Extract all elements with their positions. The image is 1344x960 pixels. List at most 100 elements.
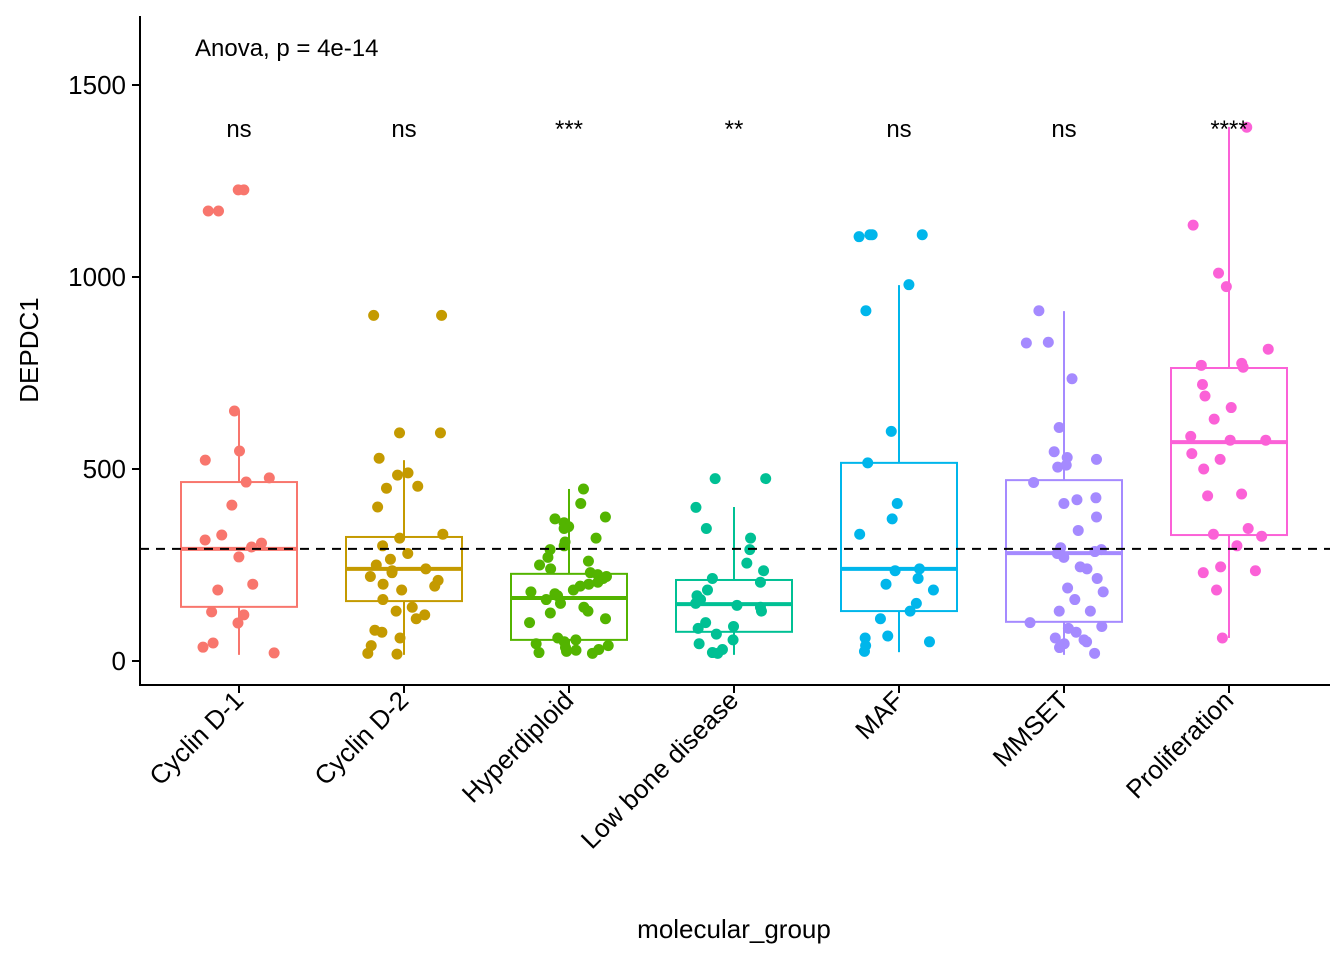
data-point bbox=[903, 279, 915, 291]
data-point bbox=[362, 647, 374, 659]
box bbox=[840, 461, 958, 613]
data-point bbox=[406, 601, 418, 613]
data-point bbox=[256, 537, 268, 549]
data-point bbox=[1053, 605, 1065, 617]
data-point bbox=[1060, 459, 1072, 471]
data-point bbox=[727, 634, 739, 646]
data-point bbox=[1185, 430, 1197, 442]
data-point bbox=[885, 425, 897, 437]
y-tick-label: 1000 bbox=[68, 262, 126, 292]
data-point bbox=[558, 523, 570, 535]
data-point bbox=[731, 599, 743, 611]
significance-label: ns bbox=[391, 116, 416, 143]
data-point bbox=[1062, 582, 1074, 594]
data-point bbox=[1249, 565, 1261, 577]
data-point bbox=[700, 617, 712, 629]
data-point bbox=[1028, 476, 1040, 488]
data-point bbox=[1211, 584, 1223, 596]
data-point bbox=[402, 467, 414, 479]
data-point bbox=[706, 572, 718, 584]
data-point bbox=[1054, 642, 1066, 654]
data-point bbox=[882, 630, 894, 642]
data-point bbox=[860, 305, 872, 317]
data-point bbox=[745, 532, 757, 544]
data-point bbox=[394, 427, 406, 439]
data-point bbox=[914, 563, 926, 575]
data-point bbox=[392, 469, 404, 481]
x-tick-label: Cyclin D-1 bbox=[143, 685, 249, 791]
data-point bbox=[692, 622, 704, 634]
data-point bbox=[240, 476, 252, 488]
significance-label: ns bbox=[1051, 116, 1076, 143]
data-point bbox=[880, 578, 892, 590]
data-point bbox=[1214, 453, 1226, 465]
data-point bbox=[1213, 267, 1225, 279]
data-point bbox=[1195, 359, 1207, 371]
data-point bbox=[1215, 561, 1227, 573]
box bbox=[1170, 367, 1288, 537]
data-point bbox=[1208, 413, 1220, 425]
data-point bbox=[760, 473, 772, 485]
data-point bbox=[577, 483, 589, 495]
data-point bbox=[199, 534, 211, 546]
data-point bbox=[1224, 434, 1236, 446]
data-point bbox=[206, 606, 218, 618]
data-point bbox=[263, 472, 275, 484]
data-point bbox=[1198, 463, 1210, 475]
data-point bbox=[268, 647, 280, 659]
data-point bbox=[212, 584, 224, 596]
data-point bbox=[575, 498, 587, 510]
y-tick-label: 1500 bbox=[68, 70, 126, 100]
data-point bbox=[207, 637, 219, 649]
data-point bbox=[904, 605, 916, 617]
data-point bbox=[582, 555, 594, 567]
data-point bbox=[412, 480, 424, 492]
data-point bbox=[216, 529, 228, 541]
data-point bbox=[386, 567, 398, 579]
data-point bbox=[582, 605, 594, 617]
data-point bbox=[755, 605, 767, 617]
data-point bbox=[583, 578, 595, 590]
data-point bbox=[377, 594, 389, 606]
data-point bbox=[912, 572, 924, 584]
data-point bbox=[600, 613, 612, 625]
data-point bbox=[436, 309, 448, 321]
x-axis-label: molecular_group bbox=[637, 914, 831, 944]
significance-label: *** bbox=[555, 116, 583, 143]
box bbox=[180, 481, 298, 608]
data-point bbox=[429, 580, 441, 592]
data-point bbox=[570, 644, 582, 656]
data-point bbox=[1237, 361, 1249, 373]
data-point bbox=[372, 501, 384, 513]
data-point bbox=[544, 607, 556, 619]
data-point bbox=[567, 584, 579, 596]
data-point bbox=[549, 513, 561, 525]
data-point bbox=[709, 473, 721, 485]
data-point bbox=[1069, 594, 1081, 606]
data-point bbox=[542, 551, 554, 563]
data-point bbox=[701, 584, 713, 596]
y-tick-label: 500 bbox=[83, 454, 126, 484]
data-point bbox=[1049, 632, 1061, 644]
data-point bbox=[710, 628, 722, 640]
data-point bbox=[533, 647, 545, 659]
data-point bbox=[402, 547, 414, 559]
data-point bbox=[586, 647, 598, 659]
data-point bbox=[1033, 305, 1045, 317]
data-point bbox=[1058, 498, 1070, 510]
data-point bbox=[1197, 567, 1209, 579]
box bbox=[510, 572, 628, 641]
data-point bbox=[602, 640, 614, 652]
box bbox=[1005, 479, 1123, 623]
x-tick-label: Low bone disease bbox=[575, 685, 744, 854]
data-point bbox=[1072, 524, 1084, 536]
data-point bbox=[247, 578, 259, 590]
data-point bbox=[545, 563, 557, 575]
data-point bbox=[1020, 337, 1032, 349]
data-point bbox=[862, 457, 874, 469]
data-point bbox=[590, 532, 602, 544]
data-point bbox=[1066, 373, 1078, 385]
data-point bbox=[233, 551, 245, 563]
data-point bbox=[1242, 523, 1254, 535]
